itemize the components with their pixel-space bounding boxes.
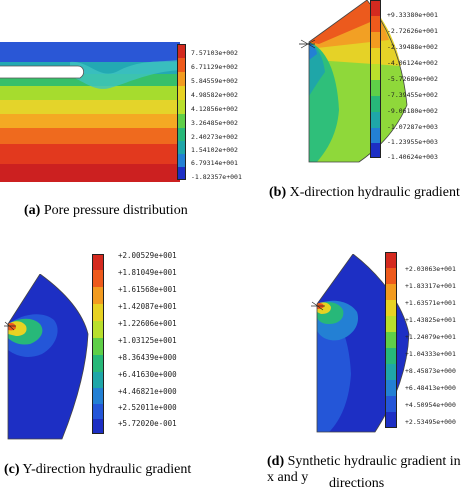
caption-d-letter: (d) — [267, 454, 285, 469]
caption-a: (a) Pore pressure distribution — [24, 203, 188, 218]
colorbar-a-tick: -1.82357e+001 — [191, 173, 242, 181]
caption-b-letter: (b) — [269, 185, 287, 200]
colorbar-a-tick: 4.12856e+002 — [191, 105, 238, 113]
colorbar-a-tick: 3.26485e+002 — [191, 119, 238, 127]
colorbar-b-tick: +9.33380e+001 — [387, 11, 438, 19]
colorbar-c — [92, 254, 104, 434]
panel-a: 7.57103e+002 6.71129e+002 5.84559e+002 4… — [0, 0, 242, 230]
colorbar-b-tick: -4.06124e+002 — [387, 59, 438, 67]
panel-c: +2.00529e+001 +1.81049e+001 +1.61568e+00… — [0, 240, 237, 486]
colorbar-a-tick: 1.54102e+002 — [191, 146, 238, 154]
y-gradient-contour-plot — [4, 274, 89, 440]
colorbar-a-tick: 6.79314e+001 — [191, 159, 238, 167]
colorbar-b-tick: -2.72626e+001 — [387, 27, 438, 35]
colorbar-c-tick: +1.81049e+001 — [118, 268, 177, 277]
colorbar-d-tick: +6.48413e+000 — [405, 384, 456, 392]
caption-d: (d) Synthetic hydraulic gradient in — [267, 454, 461, 469]
colorbar-c-tick: +6.41630e+000 — [118, 370, 177, 379]
caption-b: (b) X-direction hydraulic gradient — [269, 185, 460, 200]
colorbar-b-tick: -7.39455e+002 — [387, 91, 438, 99]
colorbar-c-tick: +8.36439e+000 — [118, 353, 177, 362]
caption-d-line2: x and y — [267, 470, 309, 485]
colorbar-d-tick: +1.04333e+001 — [405, 350, 456, 358]
colorbar-d-tick: +2.03063e+001 — [405, 265, 456, 273]
colorbar-b-tick: -9.06180e+002 — [387, 107, 438, 115]
colorbar-b-tick: -2.39488e+002 — [387, 43, 438, 51]
colorbar-c-tick: +2.52011e+000 — [118, 403, 177, 412]
colorbar-d-tick: +1.63571e+001 — [405, 299, 456, 307]
colorbar-d-tick: +1.83317e+001 — [405, 282, 456, 290]
caption-a-text: Pore pressure distribution — [43, 203, 188, 218]
colorbar-a-tick: 4.98582e+002 — [191, 91, 238, 99]
caption-a-letter: (a) — [24, 203, 41, 218]
caption-c-letter: (c) — [4, 462, 20, 477]
colorbar-c-tick: +1.22606e+001 — [118, 319, 177, 328]
colorbar-c-tick: +1.42087e+001 — [118, 302, 177, 311]
panel-d: +2.03063e+001 +1.83317e+001 +1.63571e+00… — [237, 240, 474, 491]
colorbar-b-tick: -5.72689e+002 — [387, 75, 438, 83]
caption-c: (c) Y-direction hydraulic gradient — [4, 462, 191, 477]
colorbar-c-tick: +2.00529e+001 — [118, 251, 177, 260]
colorbar-a-tick: 7.57103e+002 — [191, 49, 238, 57]
colorbar-b-tick: -1.23955e+003 — [387, 138, 438, 146]
caption-d-line3: directions — [329, 476, 385, 491]
colorbar-a-tick: 6.71129e+002 — [191, 63, 238, 71]
colorbar-a-tick: 5.84559e+002 — [191, 77, 238, 85]
colorbar-c-tick: +1.61568e+001 — [118, 285, 177, 294]
colorbar-b-tick: -1.07287e+003 — [387, 123, 438, 131]
colorbar-d-tick: +8.45873e+000 — [405, 367, 456, 375]
colorbar-d-tick: +2.53495e+000 — [405, 418, 456, 426]
synthetic-gradient-contour-plot — [311, 254, 410, 433]
colorbar-c-tick: +1.03125e+001 — [118, 336, 177, 345]
colorbar-a — [177, 44, 186, 180]
pore-pressure-contour-plot — [0, 42, 180, 182]
colorbar-b-tick: -1.40624e+003 — [387, 153, 438, 161]
colorbar-d — [385, 252, 397, 428]
caption-b-text: X-direction hydraulic gradient — [289, 185, 460, 200]
colorbar-c-tick: +4.46821e+000 — [118, 387, 177, 396]
caption-c-text: Y-direction hydraulic gradient — [22, 462, 192, 477]
colorbar-d-tick: +1.43825e+001 — [405, 316, 456, 324]
colorbar-c-tick: +5.72020e-001 — [118, 419, 177, 428]
colorbar-d-tick: +4.50954e+000 — [405, 401, 456, 409]
colorbar-a-tick: 2.40273e+002 — [191, 133, 238, 141]
colorbar-d-tick: +1.24079e+001 — [405, 333, 456, 341]
colorbar-b — [370, 0, 381, 158]
panel-b: +9.33380e+001 -2.72626e+001 -2.39488e+00… — [237, 0, 474, 230]
caption-d-text-line1: Synthetic hydraulic gradient in — [287, 454, 461, 469]
